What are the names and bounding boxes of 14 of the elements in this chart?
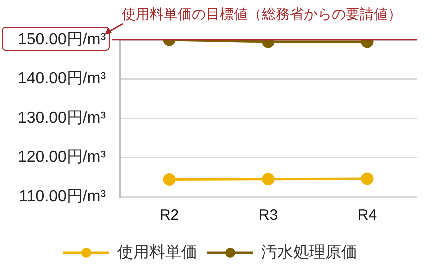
point — [361, 172, 374, 186]
legend-label: 使用料単価 — [118, 243, 198, 262]
y-tick-label: 150.00円/m³ — [18, 31, 107, 48]
x-tick-label: R2 — [160, 207, 180, 224]
point — [163, 173, 176, 186]
x-tick-label: R4 — [358, 207, 378, 224]
x-tick-label: R3 — [258, 207, 278, 224]
y-tick-label: 130.00円/m³ — [18, 110, 107, 127]
y-tick-label: 120.00円/m³ — [18, 149, 107, 166]
legend-label: 汚水処理原価 — [262, 243, 358, 262]
y-tick-label: 140.00円/m³ — [18, 70, 107, 88]
ref-line-label: 使用料単価の目標値（総務省からの要請値） — [122, 6, 402, 22]
y-tick-label: 110.00円/m³ — [19, 188, 107, 206]
point — [262, 173, 275, 186]
